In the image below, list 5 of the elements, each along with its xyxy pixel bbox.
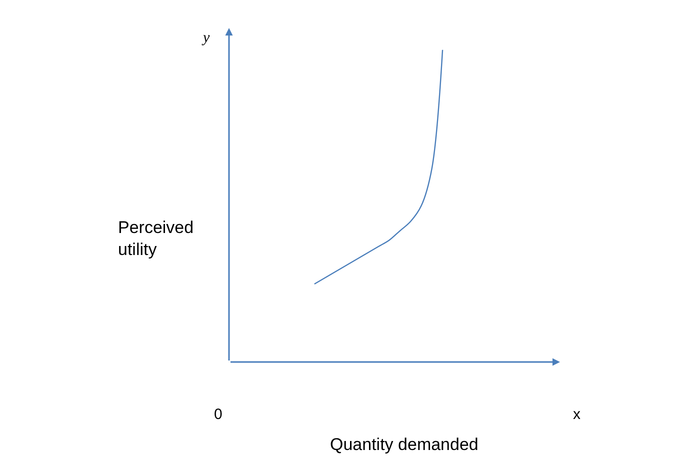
text: 0	[214, 406, 222, 423]
x-axis-title: Quantity demanded	[330, 435, 478, 454]
text: x	[573, 406, 581, 423]
text: y	[201, 30, 210, 46]
y-axis-title: Perceived utility	[118, 218, 194, 260]
